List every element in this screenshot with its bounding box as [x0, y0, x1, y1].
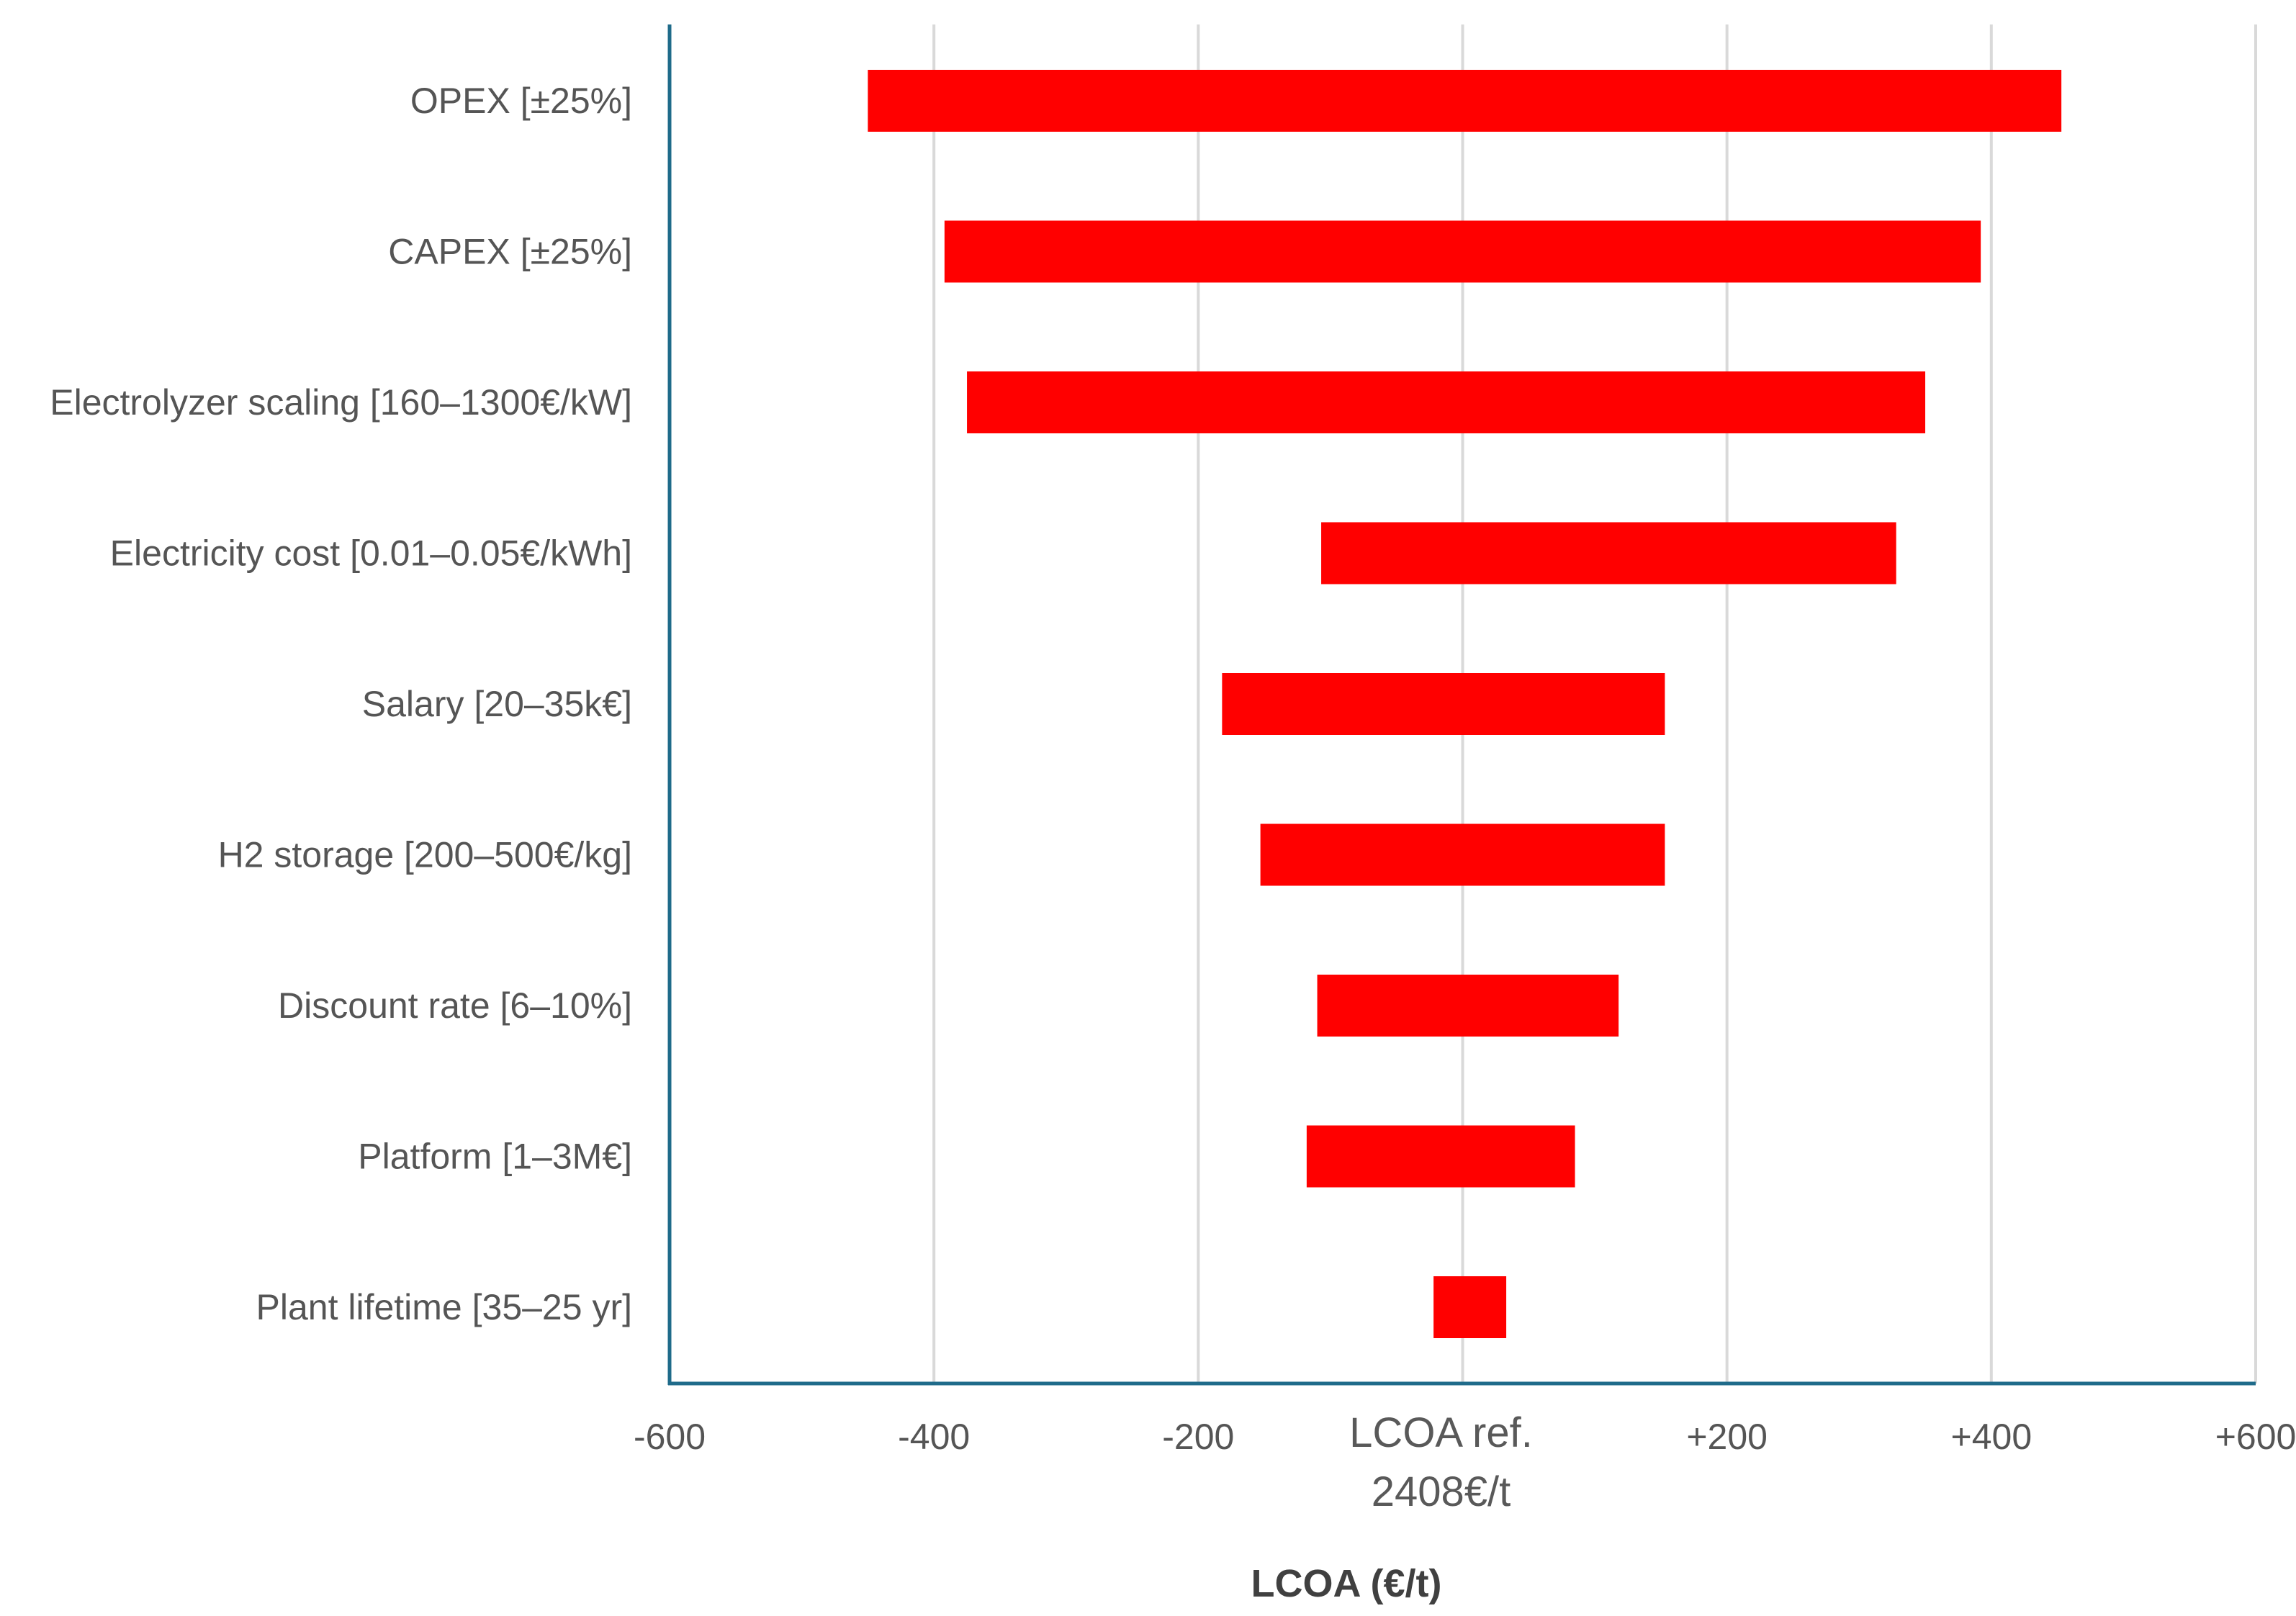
category-label: Plant lifetime [35–25 yr]	[256, 1287, 633, 1327]
category-label: Platform [1–3M€]	[358, 1137, 632, 1177]
category-label: CAPEX [±25%]	[388, 232, 632, 272]
reference-label-line-2: 2408€/t	[1372, 1468, 1511, 1515]
category-label: Salary [20–35k€]	[362, 684, 632, 724]
bar	[967, 371, 1926, 433]
bar	[1222, 673, 1665, 735]
axes	[667, 24, 2256, 1386]
x-tick-label: -200	[1162, 1417, 1234, 1457]
bar	[1306, 1125, 1575, 1188]
category-label: Electricity cost [0.01–0.05€/kWh]	[110, 533, 632, 574]
category-labels: OPEX [±25%] CAPEX [±25%] Electrolyzer scal…	[50, 81, 632, 1327]
x-tick-label: +600	[2215, 1417, 2296, 1457]
category-label: Discount rate [6–10%]	[278, 985, 632, 1026]
x-axis-title: LCOA (€/t)	[1251, 1562, 1442, 1605]
category-label: OPEX [±25%]	[410, 81, 632, 121]
x-tick-label: -600	[634, 1417, 706, 1457]
category-label: Electrolyzer scaling [160–1300€/kW]	[50, 382, 632, 423]
bar	[944, 220, 1981, 283]
bar	[1433, 1276, 1507, 1338]
x-tick-label: -400	[898, 1417, 970, 1457]
bar	[868, 70, 2062, 132]
bar	[1260, 823, 1665, 886]
bar	[1317, 975, 1619, 1037]
reference-label-line-1: LCOA ref.	[1349, 1409, 1533, 1456]
bar	[1321, 522, 1896, 584]
bars	[868, 70, 2062, 1338]
x-tick-label: +400	[1951, 1417, 2032, 1457]
x-tick-labels: -600 -400 -200 +200 +400 +600	[634, 1417, 2296, 1457]
x-tick-label: +200	[1686, 1417, 1768, 1457]
category-label: H2 storage [200–500€/kg]	[218, 835, 632, 875]
